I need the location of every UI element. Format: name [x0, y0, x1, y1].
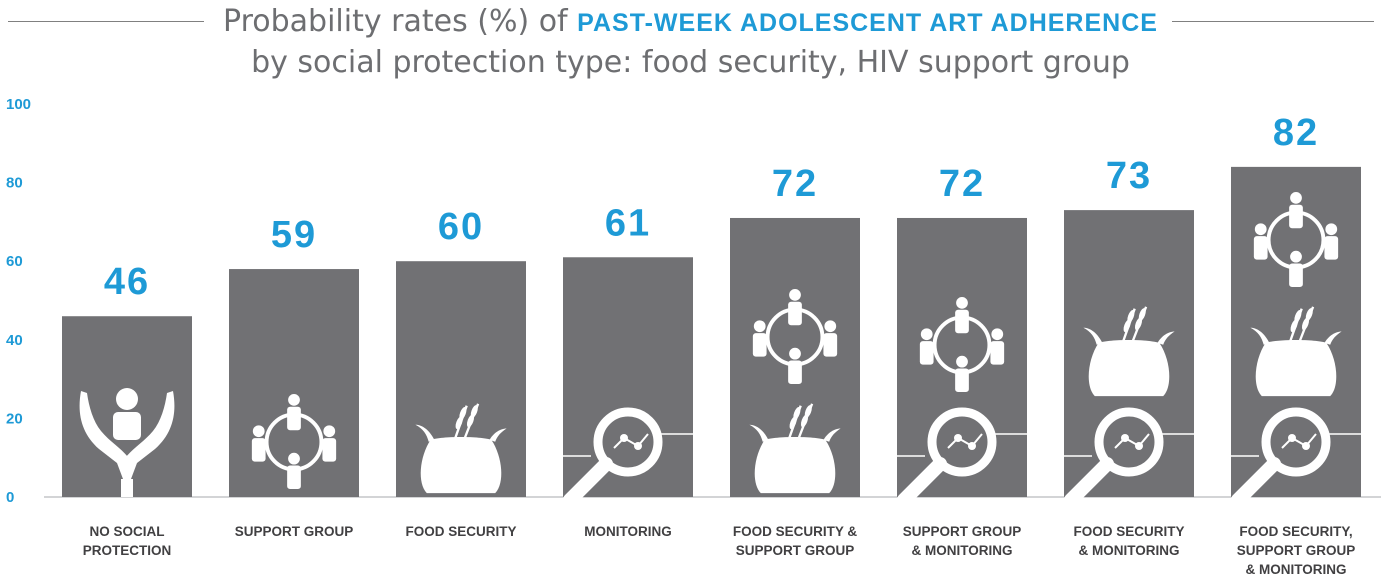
- category-label-line: MONITORING: [584, 524, 672, 539]
- category-label: FOOD SECURITY & MONITORING: [1049, 522, 1209, 560]
- category-label: FOOD SECURITY & SUPPORT GROUP: [715, 522, 875, 560]
- category-label: FOOD SECURITY: [381, 522, 541, 541]
- category-label-line: FOOD SECURITY &: [732, 524, 858, 539]
- value-label: 46: [104, 261, 150, 303]
- value-label: 59: [271, 214, 317, 256]
- category-label-line: & MONITORING: [1078, 543, 1180, 558]
- category-label: FOOD SECURITY, SUPPORT GROUP & MONITORING: [1216, 522, 1376, 579]
- title-rule-right: [1172, 21, 1374, 22]
- category-label-line: SUPPORT GROUP: [902, 524, 1022, 539]
- y-axis: 0 20 40 60 80 100: [6, 96, 1381, 506]
- y-tick-label: 100: [6, 96, 31, 113]
- category-label-line: & MONITORING: [1245, 562, 1347, 577]
- category-label: SUPPORT GROUP: [214, 522, 374, 541]
- category-label-line: & MONITORING: [911, 543, 1013, 558]
- title-accent: PAST-WEEK ADOLESCENT ART ADHERENCE: [577, 9, 1158, 37]
- category-label-line: FOOD SECURITY: [405, 524, 517, 539]
- title-line-1: Probability rates (%) of PAST-WEEK ADOLE…: [0, 2, 1381, 43]
- y-tick-label: 40: [6, 332, 23, 349]
- title-line-2: by social protection type: food security…: [251, 45, 1130, 80]
- value-label: 73: [1106, 155, 1152, 197]
- category-label-line: SUPPORT GROUP: [1236, 543, 1356, 558]
- y-tick-label: 60: [6, 253, 23, 270]
- title-prefix: Probability rates (%) of: [223, 4, 568, 39]
- category-label: MONITORING: [548, 522, 708, 541]
- title-rule-left: [8, 21, 204, 22]
- category-label: NO SOCIAL PROTECTION: [47, 522, 207, 560]
- category-label-line: PROTECTION: [82, 543, 172, 558]
- y-tick-label: 0: [6, 489, 14, 506]
- y-tick-label: 20: [6, 410, 23, 427]
- category-label-line: SUPPORT GROUP: [735, 543, 855, 558]
- category-label: SUPPORT GROUP & MONITORING: [882, 522, 1042, 560]
- y-tick-label: 80: [6, 175, 23, 192]
- category-label-line: FOOD SECURITY: [1073, 524, 1185, 539]
- value-label: 82: [1273, 112, 1319, 154]
- value-label: 60: [438, 206, 484, 248]
- value-label: 61: [605, 202, 651, 244]
- category-label-line: NO SOCIAL: [89, 524, 165, 539]
- category-label-line: FOOD SECURITY,: [1239, 524, 1353, 539]
- category-label-line: SUPPORT GROUP: [234, 524, 354, 539]
- value-label: 72: [939, 163, 985, 205]
- bar: [563, 257, 693, 497]
- bars: 46 59 60 61 72 72 73 82: [62, 112, 1361, 500]
- value-label: 72: [772, 163, 818, 205]
- chart-title: Probability rates (%) of PAST-WEEK ADOLE…: [0, 2, 1381, 83]
